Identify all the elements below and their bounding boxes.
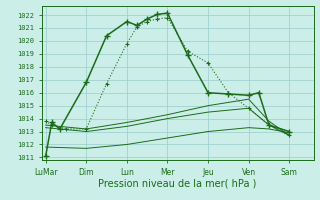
X-axis label: Pression niveau de la mer( hPa ): Pression niveau de la mer( hPa ) — [99, 178, 257, 188]
